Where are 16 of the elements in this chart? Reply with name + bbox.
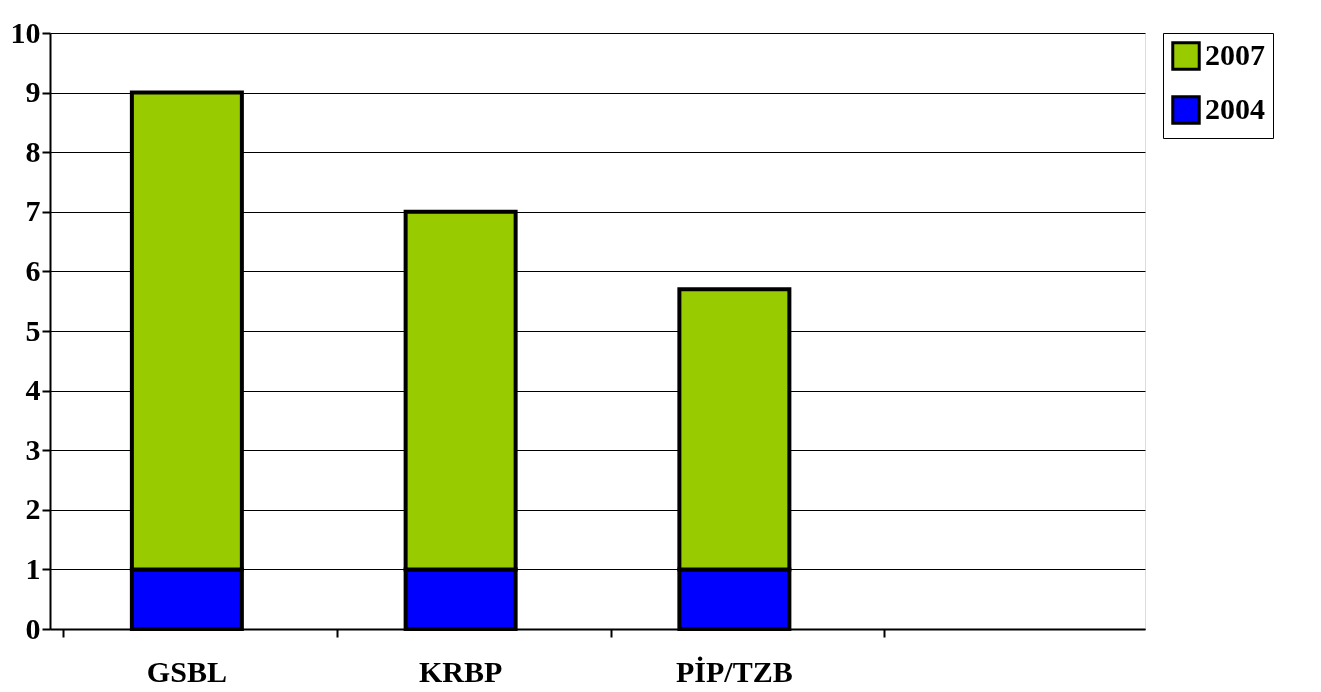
legend-label: 2004 [1205,92,1265,125]
y-tick-label: 1 [25,551,41,585]
y-tick-label: 2 [25,492,41,526]
legend-label: 2007 [1205,38,1265,71]
y-tick-label: 10 [10,15,41,49]
y-tick-label: 7 [25,194,41,228]
y-tick-label: 3 [25,432,41,466]
y-tick-label: 6 [25,253,41,287]
y-tick-label: 5 [25,313,41,347]
y-tick-label: 4 [25,373,41,407]
y-tick-label: 0 [25,611,41,645]
y-tick-label: 8 [25,134,41,168]
x-tick-label: KRBP [418,654,503,688]
x-tick-label: GSBL [146,654,227,688]
x-tick-label: PİP/TZB [676,654,793,688]
y-tick-label: 9 [25,75,41,109]
